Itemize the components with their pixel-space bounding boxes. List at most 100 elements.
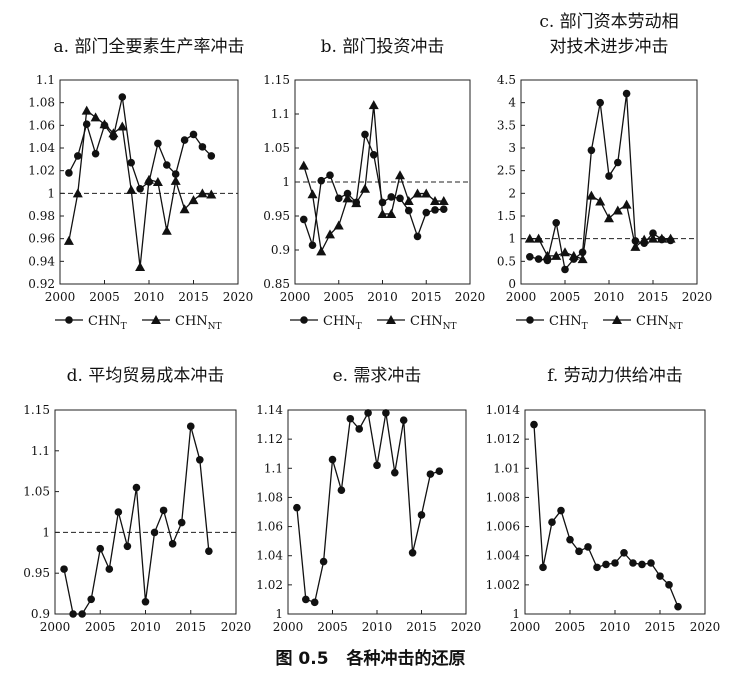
data-point-triangle: [604, 213, 614, 223]
plot-frame: [54, 409, 237, 615]
y-tick-label: 0.98: [28, 209, 55, 223]
data-point-circle: [399, 416, 408, 425]
data-point-circle: [302, 595, 310, 604]
legend-marker-circle: [300, 316, 308, 324]
data-point-circle: [404, 206, 413, 215]
data-point-triangle: [72, 188, 83, 198]
data-point-circle: [163, 161, 171, 169]
y-tick-label: 3.5: [497, 118, 516, 132]
data-point-circle: [557, 506, 565, 515]
data-point-circle: [629, 559, 637, 567]
y-tick-label: 1.014: [486, 403, 521, 417]
data-point-circle: [387, 193, 396, 201]
series-line-1: [296, 410, 440, 604]
y-tick-label: 1.05: [23, 485, 50, 499]
y-tick-label: 0.94: [28, 254, 55, 268]
y-tick-label: 1.002: [486, 578, 520, 592]
x-tick-label: 2015: [406, 620, 437, 634]
data-point-circle: [346, 414, 355, 423]
legend-label: CHNNT: [410, 314, 457, 332]
y-tick-label: 4: [508, 96, 516, 110]
data-point-circle: [566, 535, 574, 544]
data-point-triangle: [188, 195, 199, 205]
x-tick-label: 2010: [134, 290, 165, 304]
data-point-circle: [168, 540, 177, 548]
data-point-triangle: [333, 220, 344, 230]
data-point-triangle: [430, 196, 440, 206]
data-point-triangle: [152, 177, 163, 186]
data-point-circle: [373, 461, 381, 470]
data-point-circle: [82, 120, 91, 128]
x-tick-label: 2010: [367, 290, 398, 304]
data-point-triangle: [377, 208, 388, 218]
data-point-triangle: [421, 188, 432, 198]
data-point-circle: [649, 229, 657, 238]
legend: CHNT CHNNT: [516, 314, 683, 332]
data-point-triangle: [325, 229, 335, 239]
y-tick-label: 1.15: [263, 73, 290, 87]
x-tick-label: 2020: [682, 290, 713, 304]
data-point-circle: [310, 598, 319, 607]
data-point-circle: [422, 208, 431, 217]
chart-title-line2: 对技术进步冲击: [550, 37, 669, 57]
data-point-circle: [622, 89, 631, 98]
data-point-triangle: [630, 241, 641, 251]
data-point-circle: [417, 511, 426, 519]
data-point-triangle: [639, 234, 650, 244]
data-point-circle: [526, 252, 534, 261]
x-tick-label: 2005: [323, 290, 354, 304]
data-point-circle: [186, 422, 195, 431]
x-tick-label: 2005: [89, 290, 120, 304]
data-point-circle: [91, 149, 100, 158]
data-point-circle: [578, 248, 587, 257]
series-line-1: [63, 426, 210, 615]
data-point-triangle: [612, 205, 623, 215]
x-tick-label: 2015: [178, 290, 209, 304]
y-tick-label: 1.12: [256, 432, 283, 446]
data-point-circle: [319, 557, 328, 566]
plot-frame: [287, 409, 467, 615]
data-point-circle: [431, 206, 439, 214]
figure-caption-label: 图 0.5: [275, 649, 329, 669]
data-point-triangle: [577, 254, 588, 264]
y-tick-label: 1.08: [28, 96, 55, 110]
legend-marker-circle: [526, 316, 534, 324]
data-point-triangle: [316, 246, 327, 256]
data-point-circle: [159, 506, 168, 515]
data-point-triangle: [206, 189, 217, 199]
data-point-circle: [65, 169, 73, 177]
data-point-triangle: [144, 174, 154, 184]
x-tick-label: 2005: [317, 620, 348, 634]
data-point-triangle: [395, 170, 405, 180]
data-point-circle: [382, 409, 390, 417]
data-point-circle: [611, 559, 619, 567]
data-point-circle: [74, 152, 82, 160]
x-tick-label: 2010: [600, 620, 631, 634]
chart-panel-2: b. 部门投资冲击 0.85 0.9 0.95 1 1.05 1.1 1.15 2000 2005…: [263, 37, 485, 332]
y-tick-label: 1.04: [28, 141, 55, 155]
data-point-circle: [413, 232, 422, 241]
data-point-circle: [180, 136, 189, 144]
x-tick-label: 2000: [45, 290, 76, 304]
data-point-circle: [154, 139, 162, 148]
x-tick-label: 2020: [223, 290, 254, 304]
x-tick-label: 2000: [40, 620, 71, 634]
data-point-triangle: [63, 235, 74, 245]
y-tick-label: 1.01: [493, 461, 520, 475]
data-point-triangle: [665, 233, 676, 243]
data-point-circle: [602, 560, 610, 569]
data-point-triangle: [621, 199, 632, 209]
y-tick-label: 1.008: [486, 490, 520, 504]
data-point-circle: [132, 483, 141, 492]
data-point-triangle: [126, 184, 137, 194]
chart-panel-1: a. 部门全要素生产率冲击 0.92 0.94 0.96 0.98 1 1.02 1.04 1.…: [28, 37, 253, 332]
data-point-circle: [587, 146, 596, 155]
data-point-circle: [534, 255, 543, 263]
y-tick-label: 1.05: [263, 141, 290, 155]
x-tick-label: 2020: [221, 620, 252, 634]
y-tick-label: 0.95: [23, 566, 50, 580]
data-point-circle: [207, 152, 216, 160]
y-tick-label: 1.1: [271, 107, 290, 121]
data-point-circle: [435, 467, 444, 476]
y-tick-label: 0.9: [271, 243, 290, 257]
